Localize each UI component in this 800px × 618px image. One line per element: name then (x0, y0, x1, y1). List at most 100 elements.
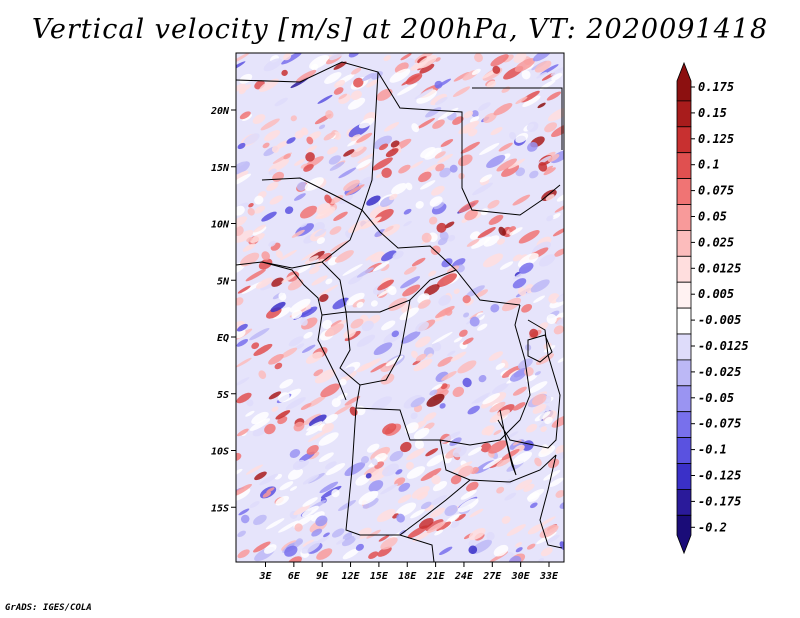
field-cell (284, 545, 298, 557)
field-cell (450, 520, 460, 528)
field-cell (245, 464, 264, 475)
colorbar-swatch (676, 229, 692, 257)
field-cell (417, 56, 428, 64)
field-cell (469, 316, 480, 327)
field-cell (254, 205, 265, 214)
field-cell (338, 500, 356, 511)
field-cell (462, 377, 472, 388)
field-cell (323, 532, 330, 538)
field-cell (350, 146, 367, 158)
field-cell (338, 193, 353, 204)
field-cell (343, 149, 355, 157)
field-cell (328, 155, 342, 165)
field-cell (512, 451, 533, 465)
colorbar: 0.175 0.15 0.125 0.1 0.075 0.05 0.025 0.0125 0.0… (676, 61, 749, 555)
field-cell (411, 257, 426, 267)
field-cell (242, 243, 256, 252)
field-cell (300, 402, 312, 411)
field-cell (410, 412, 418, 420)
latitude-labels: 20N 15N 10N 5N EQ 5S 10S 15S (210, 106, 236, 514)
field-cell (294, 523, 303, 532)
field-cell (318, 452, 334, 463)
field-cell (249, 327, 270, 341)
field-cell (259, 473, 279, 486)
field-cell (262, 142, 270, 149)
field-cell (275, 250, 283, 259)
field-cell (266, 487, 275, 493)
colorbar-swatch (676, 463, 692, 490)
lon-label: 6E (288, 571, 301, 582)
field-cell (370, 362, 387, 373)
field-cell (488, 440, 508, 454)
field-cell (350, 134, 361, 142)
map-panel: 20N 15N 10N 5N EQ 5S 10S 15S 3E 6E 9E 12E 15E 18E 21E… (210, 52, 565, 582)
field-cell (248, 202, 254, 208)
field-cell (236, 357, 252, 368)
field-cell (383, 55, 391, 62)
field-cell (428, 270, 437, 277)
field-cell (544, 416, 553, 425)
border-nigeria (261, 177, 363, 269)
field-cell (469, 116, 480, 123)
field-cell (431, 341, 442, 352)
field-cell (517, 253, 539, 268)
field-cell (329, 53, 347, 61)
colorbar-label: 0.005 (698, 287, 734, 301)
field-cell (315, 208, 333, 220)
field-cell (466, 238, 480, 247)
field-cell (306, 145, 317, 153)
colorbar-swatch (676, 255, 692, 283)
field-cell (435, 78, 452, 88)
field-cell (429, 196, 443, 207)
field-cell (451, 461, 473, 474)
field-cell (368, 480, 384, 492)
field-cell (237, 530, 246, 538)
field-cell (404, 266, 417, 275)
field-cell (543, 345, 556, 353)
field-cell (317, 94, 333, 104)
field-cell (418, 171, 432, 183)
field-cell (403, 208, 412, 215)
field-cell (344, 395, 361, 406)
field-cell (330, 195, 344, 204)
field-cell (344, 462, 366, 477)
field-cell (521, 303, 533, 313)
field-cell (377, 546, 392, 557)
field-cell (266, 181, 279, 192)
field-cell (498, 142, 513, 152)
lake-victoria (527, 334, 553, 363)
field-cell (493, 429, 502, 436)
lon-label: 21E (426, 571, 446, 582)
field-cell (518, 262, 534, 274)
field-cell (453, 336, 463, 343)
field-cell (468, 545, 478, 555)
border-gabon-congo (321, 299, 411, 386)
field-cell (418, 517, 434, 529)
field-cell (279, 481, 294, 491)
field-cell (283, 153, 291, 160)
field-cell (391, 183, 407, 195)
field-cell (403, 220, 412, 227)
field-cell (434, 96, 448, 106)
field-cell (514, 58, 536, 72)
field-cell (486, 392, 507, 406)
field-cell (529, 502, 538, 509)
field-cell (311, 528, 323, 537)
field-cell (236, 468, 243, 476)
colorbar-swatch (676, 437, 692, 464)
field-cell (466, 481, 479, 492)
field-cell (405, 461, 414, 470)
field-cell (318, 124, 326, 130)
field-cell (371, 458, 378, 466)
field-cell (373, 135, 393, 150)
field-cell (342, 532, 353, 541)
field-cell (333, 61, 347, 70)
field-cell (250, 233, 265, 244)
field-cell (381, 167, 392, 178)
field-cell (463, 110, 474, 119)
field-cell (513, 53, 527, 63)
field-cell (379, 143, 389, 151)
field-cell (357, 153, 375, 164)
field-cell (294, 158, 306, 166)
